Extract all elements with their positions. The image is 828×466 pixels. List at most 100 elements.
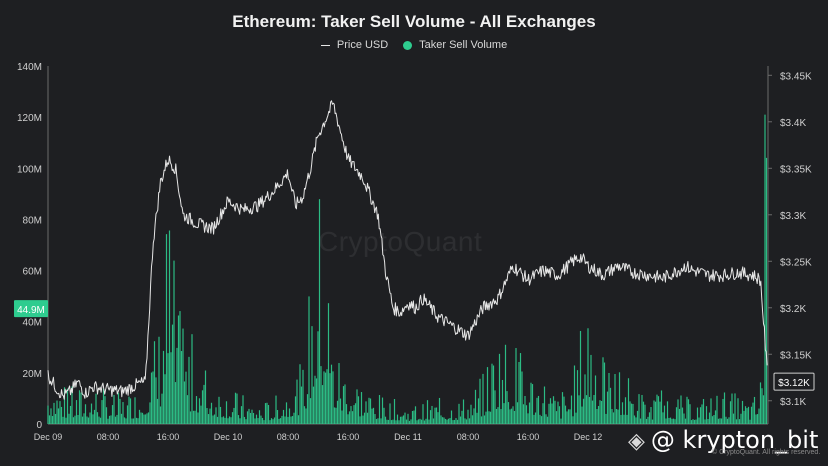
volume-bar [594,375,597,424]
legend-item-volume[interactable]: Taker Sell Volume [403,39,507,51]
volume-bar [465,419,468,424]
volume-bar [168,230,171,424]
volume-bar [575,412,577,424]
volume-bar [687,399,690,424]
volume-bar [222,416,225,424]
volume-bar [239,418,241,424]
volume-bar [354,403,357,424]
volume-bar [714,410,717,424]
volume-bar [318,199,321,424]
volume-bar [197,412,199,424]
volume-bar [530,382,532,424]
volume-bar [668,417,670,424]
volume-bar [540,416,543,424]
volume-bar [176,347,178,424]
volume-bar [612,412,615,424]
volume-bar [380,418,382,424]
volume-bar [95,393,97,424]
volume-bar [719,418,721,424]
volume-bar [642,401,645,424]
volume-bar [401,416,403,424]
volume-bar [591,400,594,424]
volume-bar [734,393,736,424]
copyright-text: © CryptoQuant. All rights reserved. [712,449,821,456]
legend-item-price[interactable]: Price USD [320,39,388,51]
volume-bar [666,401,669,424]
volume-bar [315,378,318,424]
volume-bar [674,419,676,424]
volume-bar [693,419,696,424]
volume-bar [300,386,303,424]
volume-bar [330,364,333,424]
volume-bar [621,402,624,424]
volume-bar [458,403,460,424]
volume-bar [128,396,130,424]
volume-bar [708,412,711,424]
volume-bar [534,412,537,424]
volume-bar [216,416,219,424]
volume-bar [563,396,565,424]
x-tick-label: 16:00 [517,432,540,442]
volume-bar [489,411,492,424]
volume-bar [66,388,69,424]
volume-bar [467,409,469,424]
volume-bar [177,315,180,424]
volume-bar [306,394,309,424]
volume-bar [477,398,480,424]
volume-bar [290,416,292,424]
volume-bar [369,398,372,424]
volume-bar [174,382,177,424]
volume-bar [231,412,234,424]
volume-bar [390,420,393,424]
volume-bar [152,371,154,424]
volume-bar [261,417,264,424]
volume-bar [653,400,655,424]
volume-bar [405,419,408,424]
volume-bar [395,420,397,424]
volume-bar [644,404,646,424]
volume-bar [446,419,448,424]
volume-bar [104,396,106,424]
volume-bar [260,415,262,424]
volume-bar [506,391,508,424]
volume-bar [194,410,196,424]
volume-bar [717,418,720,424]
volume-bar [582,398,585,424]
volume-bar [101,400,103,424]
volume-bar [531,384,534,424]
volume-bar [573,365,576,424]
volume-bar [552,396,555,424]
volume-bar [537,395,540,424]
volume-bar [461,410,463,424]
volume-bar [246,411,249,424]
volume-bar [180,351,183,424]
volume-bar [660,390,663,424]
volume-bar [459,416,462,424]
volume-bar [711,416,714,424]
volume-bar [428,419,430,424]
volume-bar [659,401,661,424]
volume-bar [536,397,538,424]
volume-bar [599,400,601,424]
volume-bar [665,418,667,424]
volume-bar [516,402,519,424]
volume-bar [450,410,453,424]
volume-bar [362,415,364,424]
volume-bar [294,396,297,424]
volume-bar [383,407,385,424]
volume-bar [471,415,474,424]
volume-bar [545,414,547,424]
volume-bar [423,420,426,424]
volume-bar [311,326,313,424]
volume-bar [80,392,82,424]
volume-bar [207,414,210,424]
volume-bar [603,362,606,424]
volume-bar [165,234,168,424]
volume-bar [93,409,96,424]
volume-bar [359,416,361,424]
volume-bar [438,397,441,424]
volume-bar [372,407,375,424]
volume-bar [629,401,631,424]
volume-bar [365,401,367,424]
volume-bar [393,399,396,424]
